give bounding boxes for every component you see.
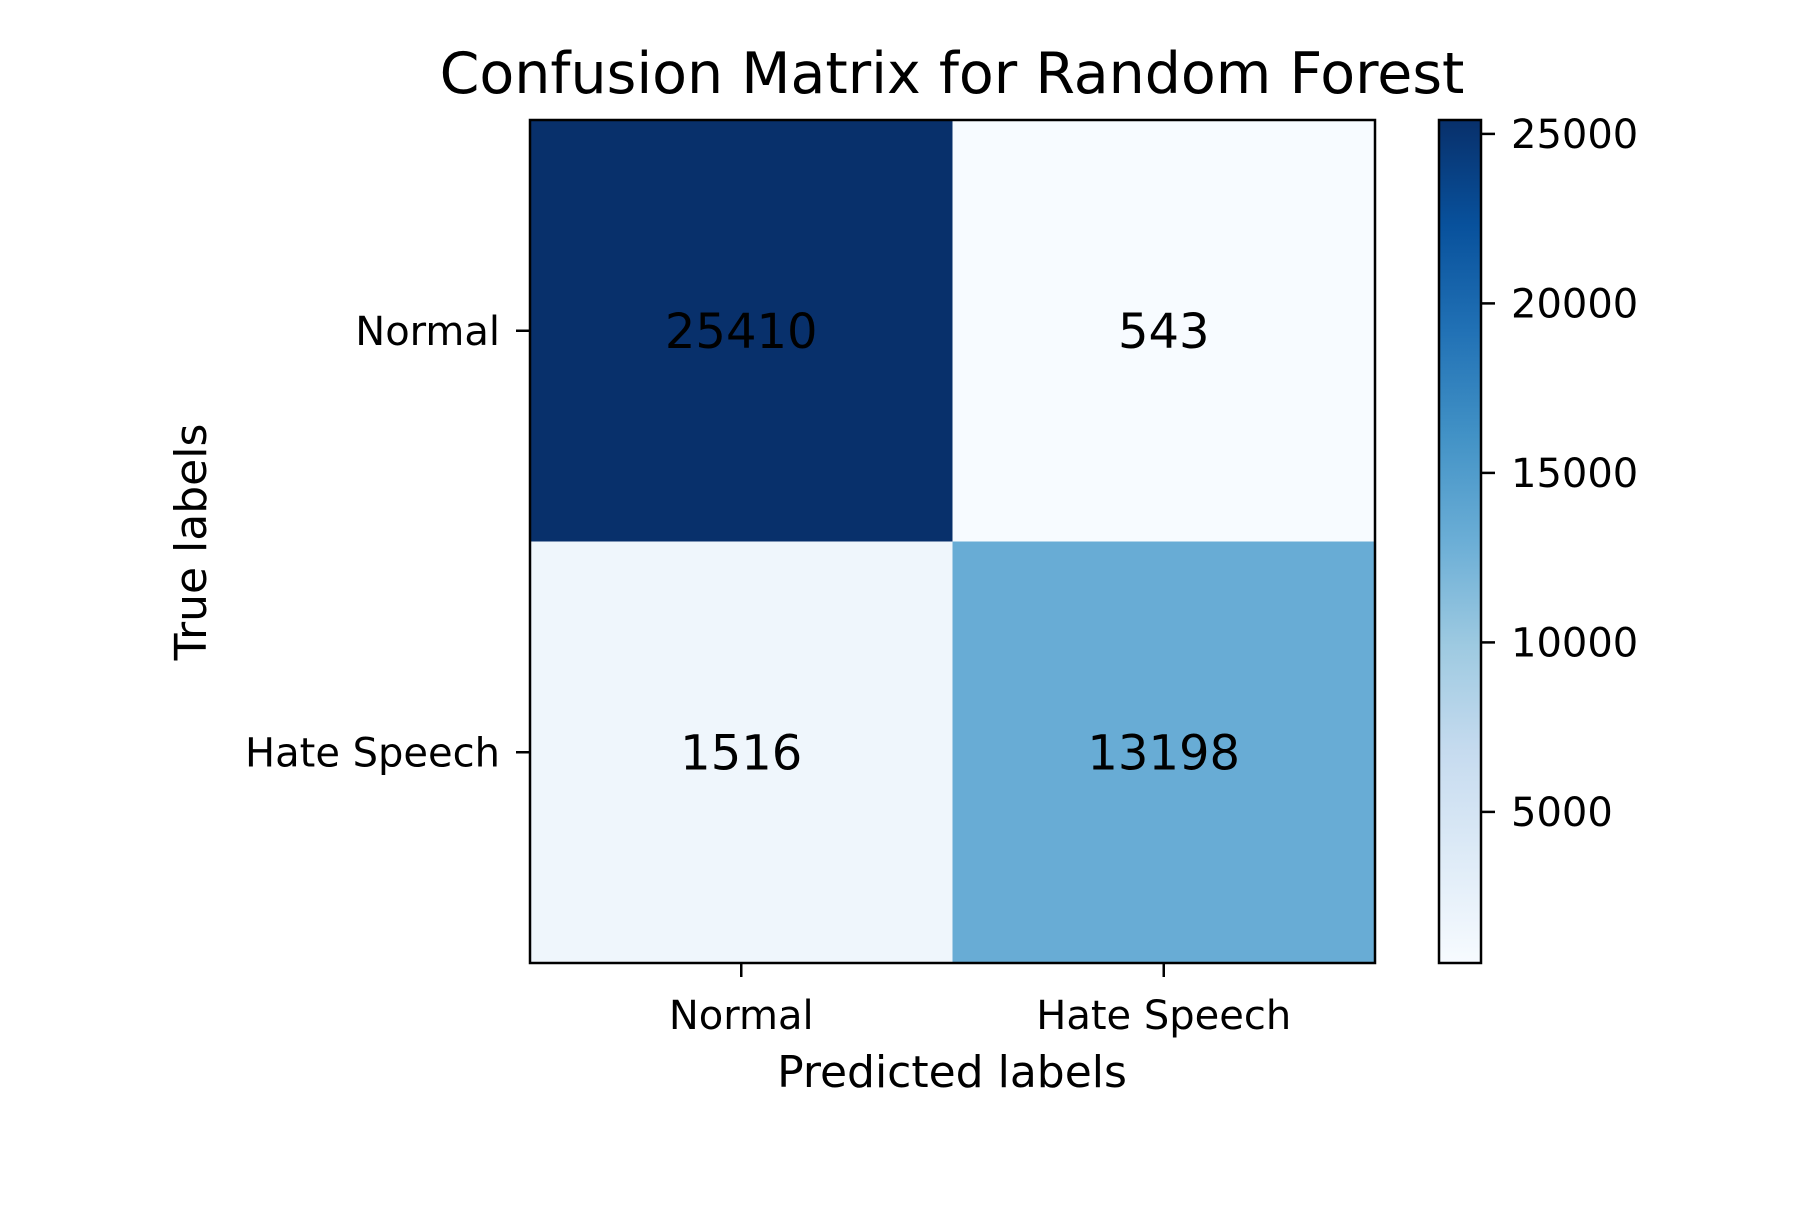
colorbar: 5000 10000 15000 20000 25000 xyxy=(1437,112,1638,965)
cell-value-label: 1516 xyxy=(680,725,802,781)
cell-normal-hate-speech xyxy=(952,120,1376,542)
colorbar-gradient xyxy=(1439,120,1481,963)
y-tick-label: Hate Speech xyxy=(245,730,500,776)
y-axis-label: True labels xyxy=(166,424,217,662)
x-axis-ticks: Normal Hate Speech xyxy=(669,963,1291,1039)
colorbar-ticks: 5000 10000 15000 20000 25000 xyxy=(1481,112,1638,836)
cell-value-label: 13198 xyxy=(1087,725,1240,781)
cell-value-label: 25410 xyxy=(665,304,818,360)
x-tick-label: Normal xyxy=(669,993,814,1039)
y-axis-ticks: Normal Hate Speech xyxy=(245,309,530,776)
colorbar-tick-label: 5000 xyxy=(1511,790,1613,836)
colorbar-tick-label: 10000 xyxy=(1511,620,1638,666)
x-tick-label: Hate Speech xyxy=(1036,993,1291,1039)
matrix-cells: 25410 543 1516 13198 xyxy=(530,120,1376,964)
cell-normal-normal xyxy=(530,120,953,542)
colorbar-frame xyxy=(1437,118,1483,965)
colorbar-tick-label: 20000 xyxy=(1511,281,1638,327)
cell-value-label: 543 xyxy=(1118,304,1210,360)
x-axis-label: Predicted labels xyxy=(777,1047,1127,1098)
y-tick-label: Normal xyxy=(355,309,500,355)
cell-hate-speech-normal xyxy=(530,541,953,964)
colorbar-tick-label: 25000 xyxy=(1511,112,1638,158)
cell-hate-speech-hate-speech xyxy=(952,541,1376,964)
plot-frame xyxy=(528,118,1377,965)
colorbar-tick-label: 15000 xyxy=(1511,451,1638,497)
chart-title: Confusion Matrix for Random Forest xyxy=(440,41,1465,107)
